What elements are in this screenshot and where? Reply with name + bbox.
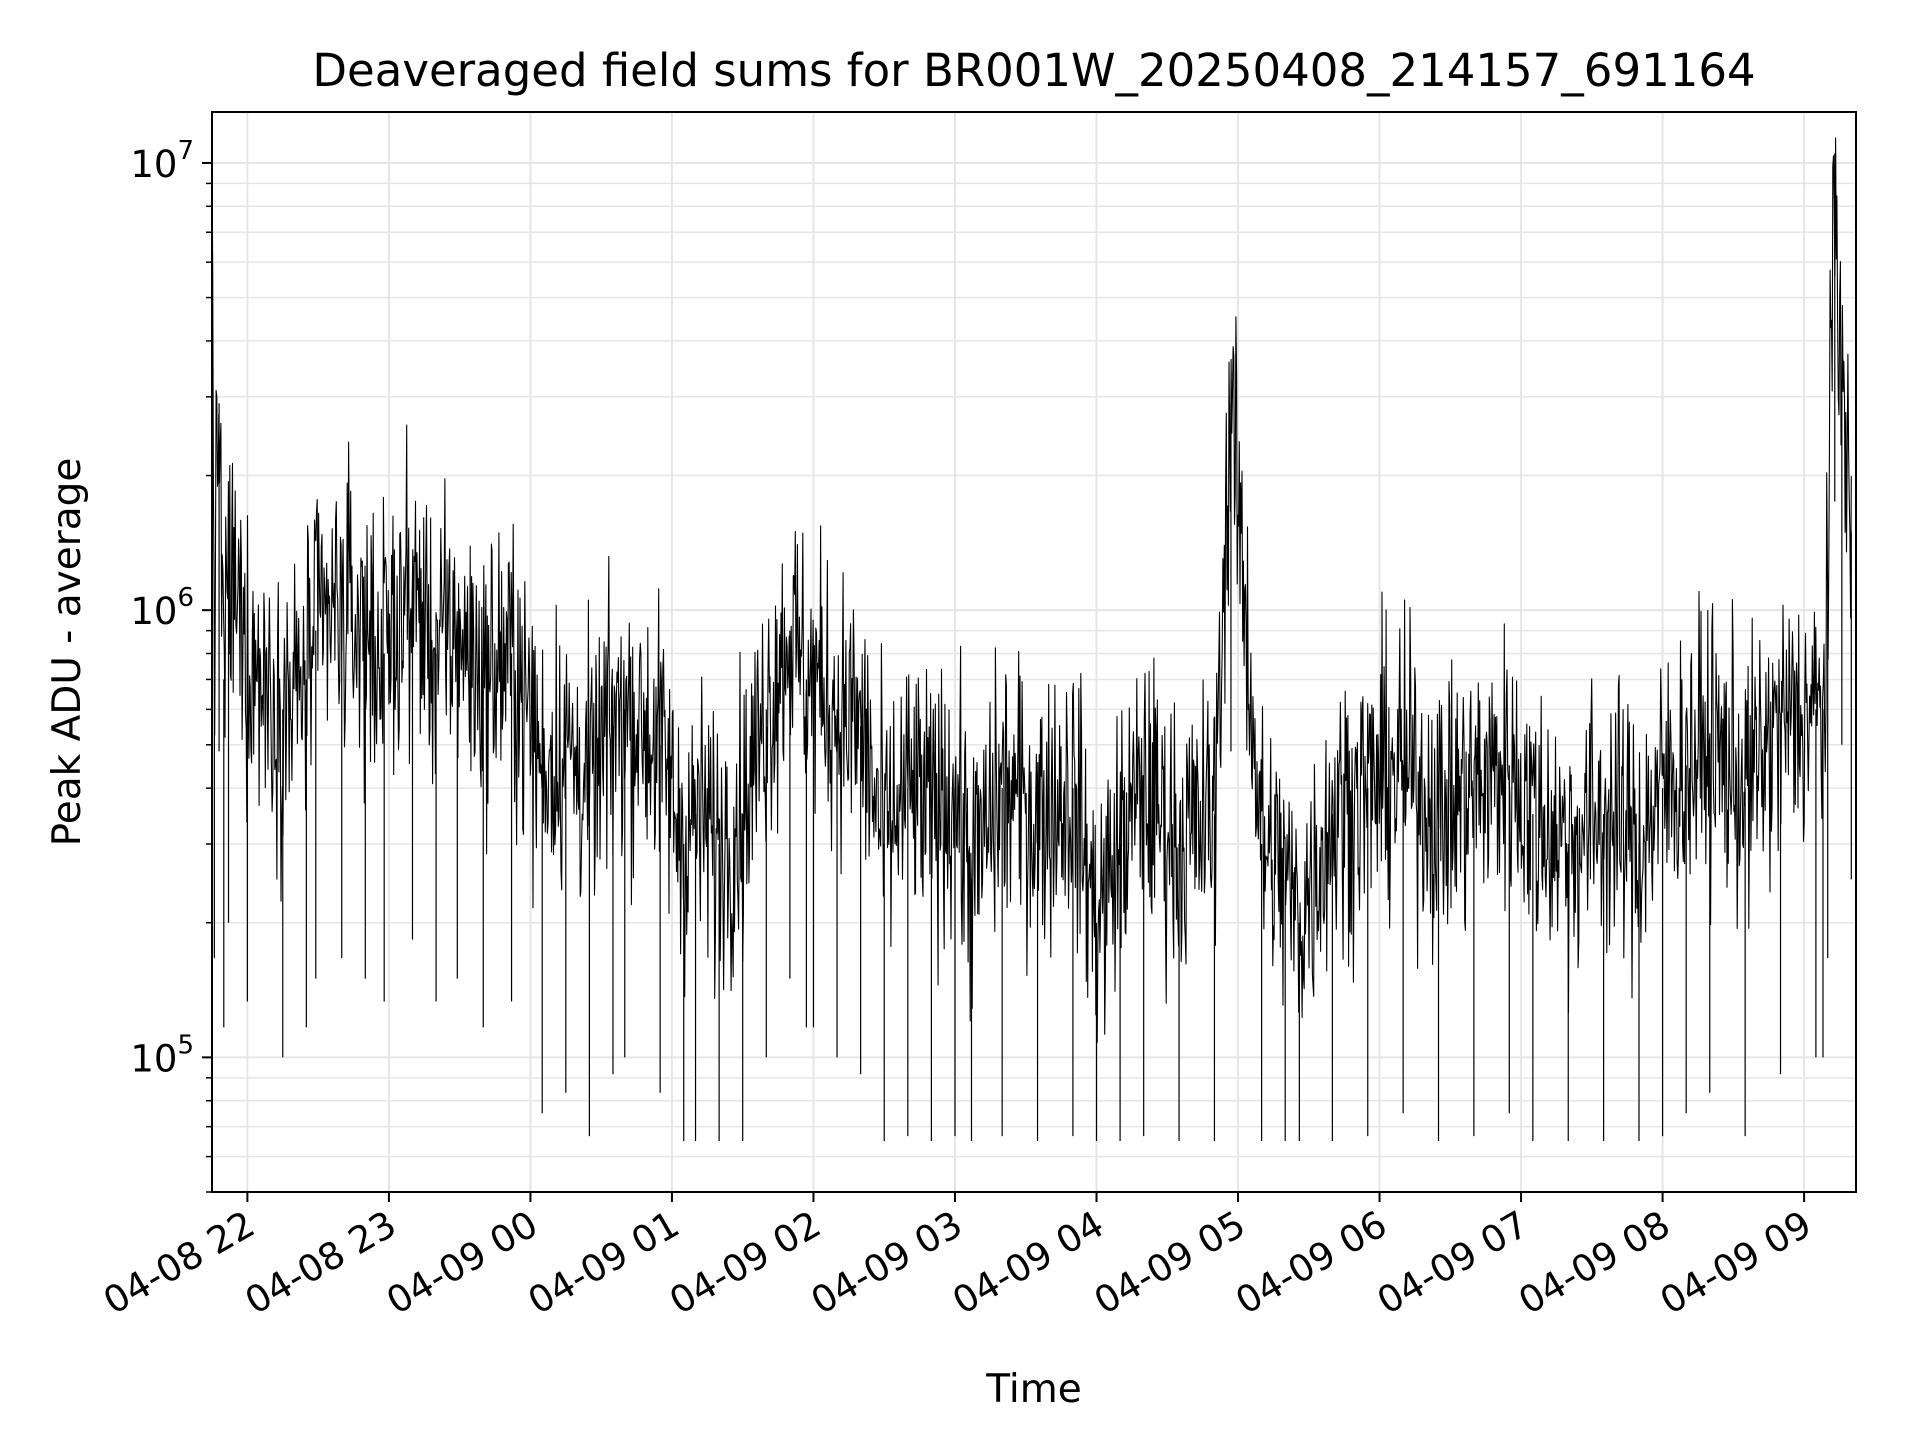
y-tick-label: 106 bbox=[130, 583, 194, 633]
series-line-group bbox=[211, 137, 1852, 1142]
series-line bbox=[211, 137, 1852, 1044]
y-axis-label: Peak ADU - average bbox=[45, 458, 90, 847]
x-axis-label: Time bbox=[985, 1367, 1081, 1412]
chart-title: Deaveraged field sums for BR001W_2025040… bbox=[312, 44, 1755, 97]
plot-area-frame bbox=[211, 111, 1857, 1193]
y-tick-label: 107 bbox=[130, 136, 194, 186]
y-tick-label: 105 bbox=[130, 1030, 194, 1080]
